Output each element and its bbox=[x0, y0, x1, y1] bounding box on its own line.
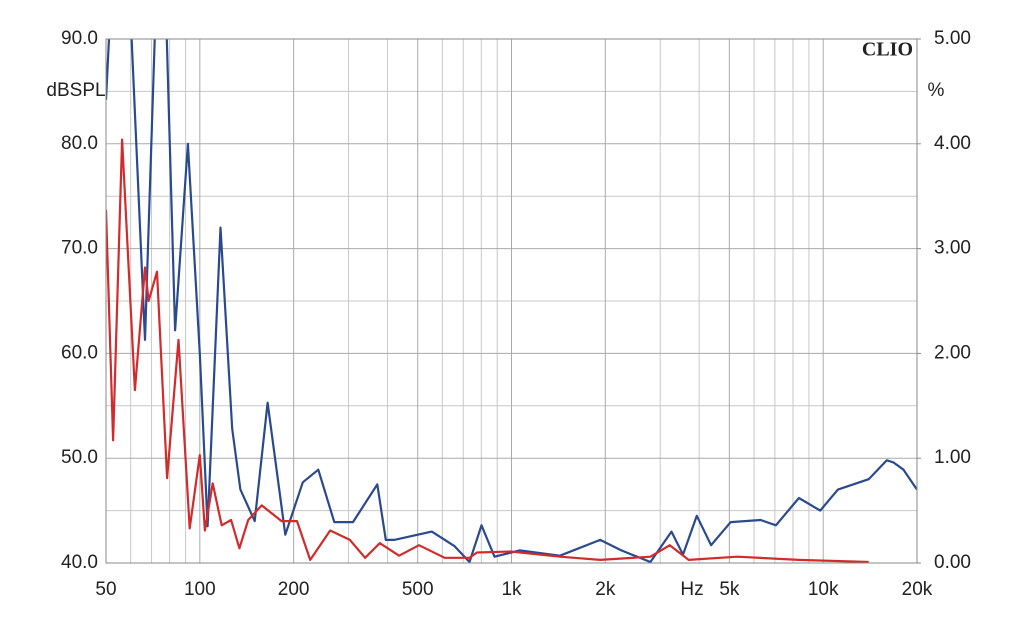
x-tick-label: 500 bbox=[402, 579, 434, 600]
brand-label: CLIO bbox=[862, 39, 913, 61]
y2-tick-label: 5.00 bbox=[934, 28, 971, 49]
series-line bbox=[106, 39, 917, 563]
x-tick-label: 10k bbox=[808, 579, 839, 600]
y2-tick-label: 1.00 bbox=[934, 447, 971, 468]
series-line bbox=[106, 138, 869, 563]
y2-tick-label: 3.00 bbox=[934, 238, 971, 259]
y2-axis-label: % bbox=[928, 80, 945, 101]
x-tick-label: 100 bbox=[184, 579, 216, 600]
y-tick-label: 40.0 bbox=[61, 552, 98, 573]
y2-tick-label: 4.00 bbox=[934, 133, 971, 154]
x-tick-label: 20k bbox=[902, 579, 933, 600]
grid bbox=[105, 38, 918, 564]
x-tick-label: 50 bbox=[95, 579, 116, 600]
y2-tick-label: 0.00 bbox=[934, 552, 971, 573]
y-axis-label: dBSPL bbox=[46, 80, 105, 101]
plot-frame bbox=[105, 38, 918, 564]
y-tick-label: 60.0 bbox=[61, 342, 98, 363]
plot-area bbox=[106, 39, 917, 563]
x-tick-label: 5k bbox=[719, 579, 740, 600]
y2-tick-label: 2.00 bbox=[934, 342, 971, 363]
x-axis-label: Hz bbox=[680, 579, 703, 600]
y-tick-label: 90.0 bbox=[61, 28, 98, 49]
x-tick-label: 200 bbox=[278, 579, 310, 600]
y-tick-label: 50.0 bbox=[61, 447, 98, 468]
y-tick-label: 80.0 bbox=[61, 133, 98, 154]
y-tick-label: 70.0 bbox=[61, 238, 98, 259]
x-tick-label: 2k bbox=[595, 579, 616, 600]
x-tick-label: 1k bbox=[501, 579, 522, 600]
